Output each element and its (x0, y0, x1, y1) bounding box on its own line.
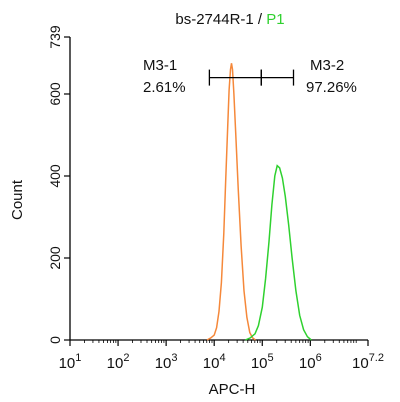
y-tick-label: 400 (47, 164, 63, 188)
marker-1-name: M3-1 (143, 57, 177, 74)
series-2-line (245, 164, 312, 341)
x-tick-label: 106 (299, 352, 322, 372)
x-axis-label: APC-H (209, 381, 256, 398)
y-tick-label: 200 (47, 246, 63, 270)
title-sample: bs-2744R-1 (175, 11, 253, 28)
title-separator: / (254, 11, 267, 28)
marker-2-name: M3-2 (310, 57, 344, 74)
x-tick-label: 103 (155, 352, 178, 372)
y-axis-label: Count (9, 179, 26, 220)
x-tick-label: 104 (203, 352, 226, 372)
x-tick-label: 101 (59, 352, 82, 372)
title-gate: P1 (266, 11, 284, 28)
x-tick-label: 105 (251, 352, 274, 372)
chart-title: bs-2744R-1 / P1 (175, 11, 284, 28)
y-tick-label: 0 (47, 336, 63, 344)
y-tick-label: 739 (47, 25, 63, 49)
series-1-line (206, 63, 256, 341)
x-tick-label: 107.2 (352, 352, 384, 372)
y-tick-label: 600 (47, 82, 63, 106)
x-tick-label: 102 (107, 352, 130, 372)
plot-area: 0 200 400 600 739 101 102 103 104 105 106 107.2 M3-1… (47, 25, 384, 372)
marker-2-percent: 97.26% (306, 79, 357, 96)
marker-1-percent: 2.61% (143, 79, 186, 96)
